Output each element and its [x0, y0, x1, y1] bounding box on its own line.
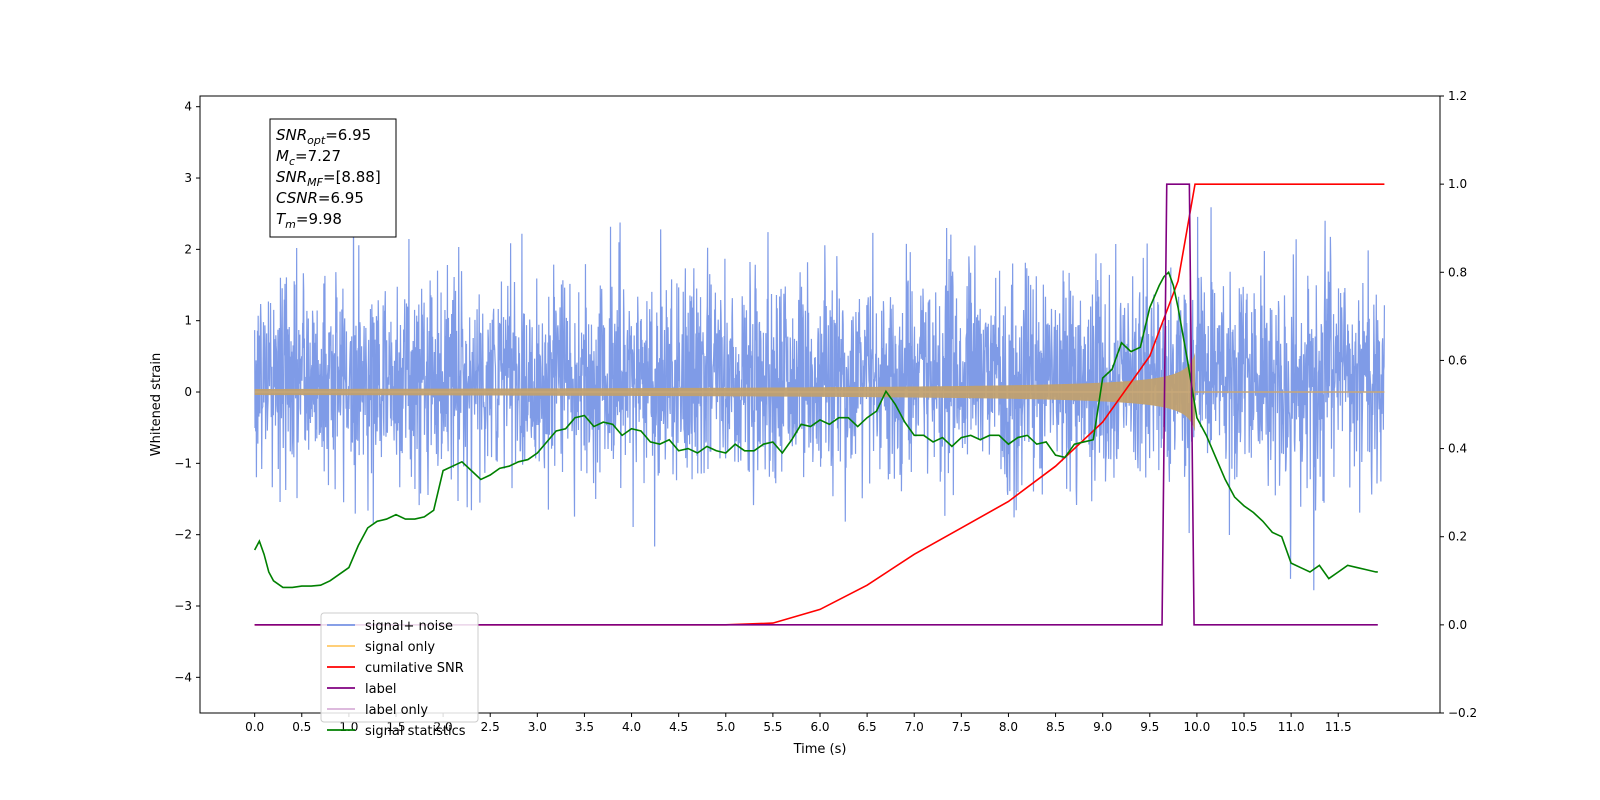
stat-value: =7.27: [295, 147, 341, 165]
legend-entry: signal only: [365, 640, 435, 655]
y-tick-label: 3: [184, 171, 192, 185]
legend: signal+ noise signal only cumilative SNR la…: [320, 612, 479, 739]
x-tick-label: 6.0: [810, 720, 829, 734]
x-tick-label: 8.5: [1046, 720, 1065, 734]
x-tick-label: 4.0: [622, 720, 641, 734]
stat-symbol: M: [276, 147, 289, 165]
x-tick-label: 6.5: [858, 720, 877, 734]
stats-box: SNRopt=6.95Mc=7.27SNRMF=[8.88]CSNR=6.95T…: [269, 118, 397, 238]
x-tick-label: 5.5: [763, 720, 782, 734]
stat-subscript: c: [289, 155, 295, 168]
y2-tick-label: 0.0: [1448, 618, 1467, 632]
y-tick-label: −1: [174, 456, 192, 470]
x-tick-label: 7.5: [952, 720, 971, 734]
x-tick-label: 3.0: [528, 720, 547, 734]
stat-symbol: T: [276, 210, 287, 228]
stats-box-frame: [269, 118, 397, 238]
stat-subscript: MF: [307, 176, 323, 189]
legend-frame: [320, 612, 479, 723]
x-tick-label: 10.5: [1231, 720, 1258, 734]
x-tick-label: 9.0: [1093, 720, 1112, 734]
axes: 0.0 0.5 1.0 1.5 2.0 2.5 3.0 3.5 4.0 4.5 5.0 5.5 6.0 6…: [174, 89, 1477, 734]
plot-area: [253, 183, 1386, 626]
x-tick-label: 2.5: [481, 720, 500, 734]
x-tick-label: 0.5: [292, 720, 311, 734]
y2-tick-label: 0.6: [1448, 353, 1467, 367]
x-tick-label: 0.0: [245, 720, 264, 734]
y-tick-label: 2: [184, 242, 192, 256]
x-tick-label: 5.0: [716, 720, 735, 734]
stat-symbol: SNR: [276, 126, 307, 144]
y-tick-label: 4: [184, 100, 192, 114]
stat-symbol: CSNR: [276, 189, 318, 207]
series-signal-noise: [254, 207, 1386, 591]
stat-subscript: opt: [307, 134, 326, 147]
stat-1: Mc=7.27: [276, 147, 341, 168]
stat-value: =6.95: [318, 189, 364, 207]
stat-value: =6.95: [325, 126, 371, 144]
y-tick-label: −4: [174, 670, 192, 684]
y2-tick-label: 0.8: [1448, 265, 1467, 279]
x-tick-label: 11.5: [1325, 720, 1352, 734]
x-tick-label: 11.0: [1278, 720, 1305, 734]
y2-tick-label: 0.2: [1448, 530, 1467, 544]
series-signal-statistics: [253, 270, 1378, 589]
x-tick-label: 3.5: [575, 720, 594, 734]
y-tick-label: 0: [184, 385, 192, 399]
stat-3: CSNR=6.95: [276, 189, 364, 207]
x-tick-label: 7.0: [905, 720, 924, 734]
x-tick-label: 10.0: [1184, 720, 1211, 734]
series-label: [254, 183, 1378, 626]
stat-0: SNRopt=6.95: [276, 126, 371, 147]
legend-entry: label: [365, 682, 396, 697]
y2-tick-label: 1.2: [1448, 89, 1467, 103]
stat-value: =9.98: [296, 210, 342, 228]
legend-entry: label only: [365, 703, 428, 718]
x-axis-label: Time (s): [793, 742, 847, 757]
x-tick-label: 1.5: [386, 720, 405, 734]
y2-tick-label: 1.0: [1448, 177, 1467, 191]
x-tick-label: 4.5: [669, 720, 688, 734]
legend-entry: signal+ noise: [365, 619, 453, 634]
x-tick-label: 8.0: [999, 720, 1018, 734]
stat-4: Tm=9.98: [276, 210, 342, 231]
y-tick-label: 1: [184, 314, 192, 328]
y2-tick-label: 0.4: [1448, 442, 1467, 456]
legend-entry: cumilative SNR: [365, 661, 464, 676]
legend-entry: signal statistics: [365, 724, 466, 739]
y-tick-label: −2: [174, 528, 192, 542]
y-tick-label: −3: [174, 599, 192, 613]
stat-value: =[8.88]: [323, 168, 381, 186]
stat-symbol: SNR: [276, 168, 307, 186]
stat-2: SNRMF=[8.88]: [276, 168, 381, 189]
x-tick-label: 2.0: [434, 720, 453, 734]
x-tick-label: 9.5: [1140, 720, 1159, 734]
y2-tick-label: −0.2: [1448, 706, 1477, 720]
stat-subscript: m: [285, 218, 296, 231]
y-axis-label: Whitened strain: [149, 353, 164, 456]
